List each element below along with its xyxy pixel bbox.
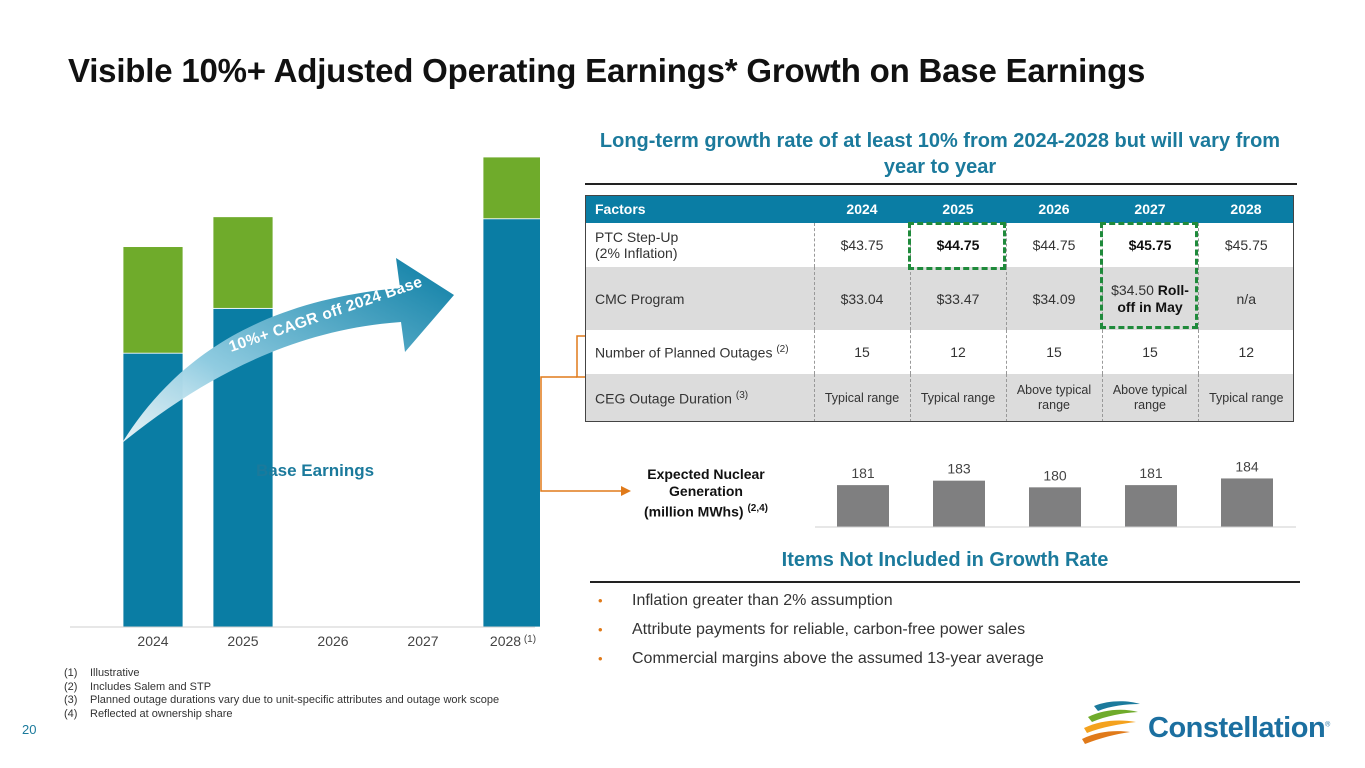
table-cell: n/a [1197,267,1294,330]
items-not-included-title: Items Not Included in Growth Rate [781,549,1109,571]
table-row: PTC Step-Up (2% Inflation) $43.75 $44.75 … [585,223,1294,267]
table-cell: $33.04 [813,267,910,330]
table-cell: $43.75 [813,223,910,267]
table-cell: Typical range [909,374,1006,422]
bullet-icon: • [598,651,603,666]
table-row: CMC Program $33.04 $33.47 $34.09 $34.50 … [585,267,1294,330]
row-label-outages: Number of Planned Outages (2) [585,330,814,374]
growth-bar [212,216,274,309]
header-2024: 2024 [814,195,910,223]
table-cell: Typical range [1197,374,1294,422]
earnings-growth-chart: 2024 2025 2026 2027 2028 (1) 10%+ CAGR off 2… [70,156,540,649]
footnote: (3) Planned outage durations vary due to … [64,694,500,706]
generation-bar [1029,487,1081,527]
header-2028: 2028 [1198,195,1294,223]
table-cell: $44.75 [909,223,1006,267]
x-tick-label: 2024 [137,633,168,649]
footnote: (2) Includes Salem and STP [64,680,212,693]
nuclear-generation-chart: 181 183 180 181 184 [815,458,1296,528]
table-cell: $34.09 [1005,267,1102,330]
table-cell: Typical range [813,374,910,422]
generation-bar [1125,485,1177,527]
list-item: • Commercial margins above the assumed 13… [598,648,1044,677]
items-list: • Inflation greater than 2% assumption • A… [598,590,1044,677]
table-cell: $34.50 Roll-off in May [1101,267,1198,330]
generation-bar [933,480,985,527]
connector-bracket [540,335,595,492]
nuclear-generation-label: Expected Nuclear Generation (million MWh… [644,466,768,520]
x-tick-label: 2028 (1) [490,633,536,649]
table-cell: 15 [1005,330,1102,374]
footnotes: (1) Illustrative (2) Includes Salem and ST… [64,667,499,721]
bullet-icon: • [598,622,603,637]
list-item: • Inflation greater than 2% assumption [598,590,1044,619]
table-cell: 15 [813,330,910,374]
generation-value-label: 184 [1235,458,1259,474]
table-cell: $45.75 [1197,223,1294,267]
subtitle-rule [585,183,1297,185]
table-row: Number of Planned Outages (2) 15 12 15 1… [585,330,1294,374]
generation-value-label: 181 [851,465,875,481]
base-earnings-bar [482,218,540,628]
table-cell: 15 [1101,330,1198,374]
generation-value-label: 180 [1043,467,1067,483]
base-earnings-label: Base Earnings [256,461,374,480]
header-2026: 2026 [1006,195,1102,223]
factors-table: Factors 2024 2025 2026 2027 2028 PTC Ste… [585,195,1294,422]
constellation-swoosh-icon [1082,701,1140,744]
generation-value-label: 183 [947,461,971,477]
list-item: • Attribute payments for reliable, carbon… [598,619,1044,648]
x-tick-label: 2027 [407,633,438,649]
x-tick-label: 2026 [317,633,348,649]
header-2027: 2027 [1102,195,1198,223]
growth-bar [122,246,184,354]
table-cell: $45.75 [1101,223,1198,267]
bullet-icon: • [598,593,603,608]
table-cell: 12 [909,330,1006,374]
header-factors: Factors [585,195,814,223]
x-tick-label: 2025 [227,633,258,649]
table-row: CEG Outage Duration (3) Typical range Ty… [585,374,1294,422]
page-number: 20 [22,722,37,737]
page-title: Visible 10%+ Adjusted Operating Earnings… [68,52,1146,89]
table-cell: $44.75 [1005,223,1102,267]
cagr-arrow-icon [122,258,454,443]
row-label-cmc: CMC Program [585,267,814,330]
footnote: (4) Reflected at ownership share [64,707,233,720]
footnote: (1) Illustrative [64,667,140,679]
table-cell: Above typical range [1005,374,1102,422]
growth-rate-subtitle: Long-term growth rate of at least 10% fr… [599,130,1281,178]
generation-bar [837,485,889,527]
table-header-row: Factors 2024 2025 2026 2027 2028 [585,195,1294,223]
table-cell: 12 [1197,330,1294,374]
logo-wordmark: Constellation® [1148,712,1330,744]
row-label-ptc: PTC Step-Up (2% Inflation) [585,223,814,267]
connector-arrow-icon [595,486,631,496]
generation-value-label: 181 [1139,465,1163,481]
header-2025: 2025 [910,195,1006,223]
table-cell: $33.47 [909,267,1006,330]
table-cell: Above typical range [1101,374,1198,422]
row-label-duration: CEG Outage Duration (3) [585,374,814,422]
items-rule [590,581,1300,583]
generation-bar [1221,478,1273,527]
growth-bar [482,156,540,220]
